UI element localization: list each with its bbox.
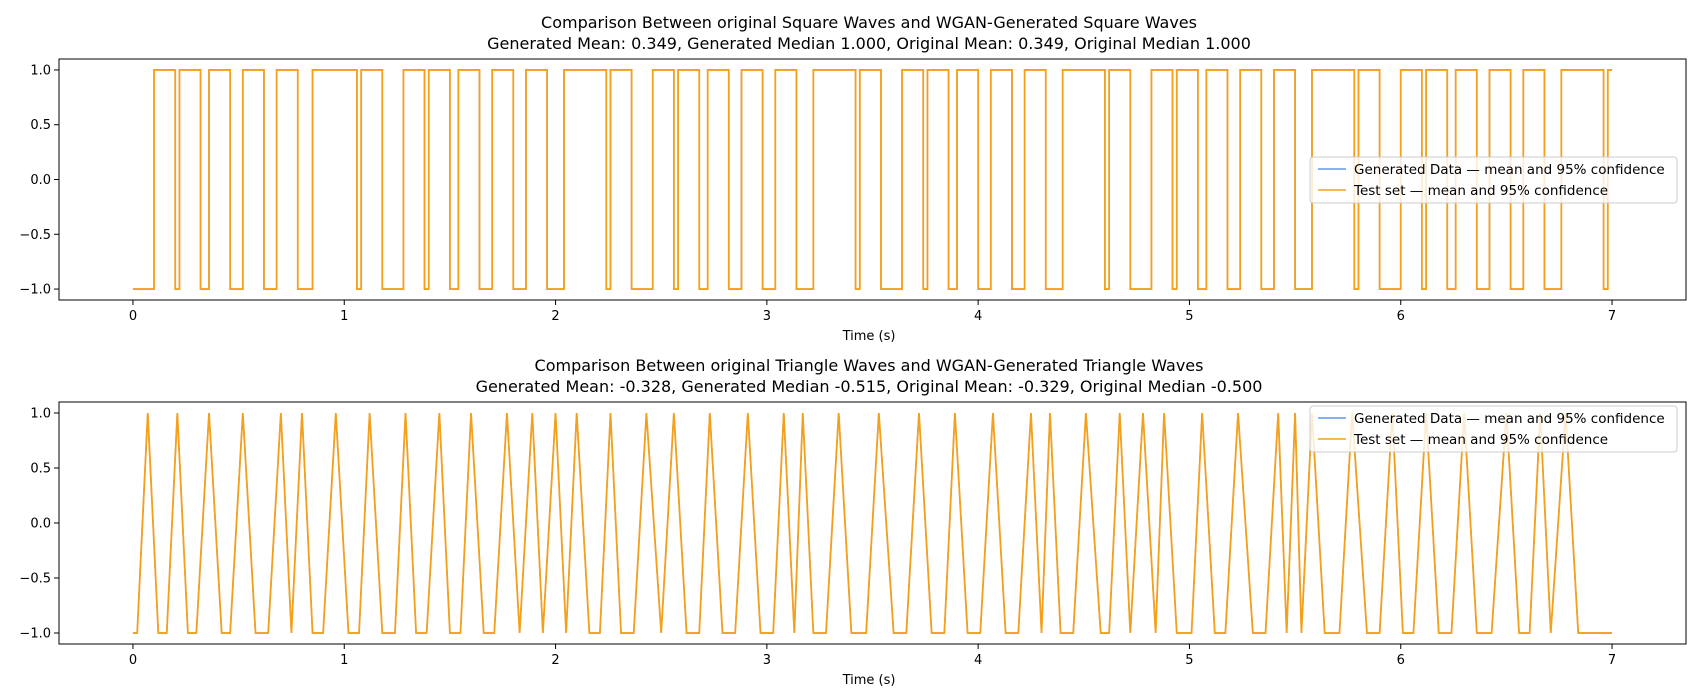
- square-y-tick-label: 0.5: [30, 118, 51, 133]
- triangle-x-tick-label: 4: [974, 653, 982, 668]
- triangle-legend: Generated Data — mean and 95% confidence…: [1309, 405, 1678, 453]
- square-x-tick-label: 6: [1397, 309, 1405, 324]
- square-chart-subtitle: Generated Mean: 0.349, Generated Median …: [487, 34, 1251, 53]
- triangle-legend-box: [1309, 405, 1678, 453]
- square-x-tick-label: 4: [974, 309, 982, 324]
- triangle-chart-title: Comparison Between original Triangle Wav…: [535, 356, 1204, 375]
- triangle-y-tick-label: 0.5: [30, 462, 51, 477]
- triangle-legend-generated-label: Generated Data — mean and 95% confidence: [1354, 411, 1665, 427]
- triangle-y-tick-label: 1.0: [30, 407, 51, 422]
- triangle-series-line-test-set: [132, 412, 1613, 634]
- square-y-tick-label: −1.0: [19, 283, 51, 298]
- triangle-x-axis-label: Time (s): [842, 673, 896, 688]
- triangle-x-tick-label: 6: [1397, 653, 1405, 668]
- triangle-x-tick-label: 0: [129, 653, 137, 668]
- triangle-y-tick-label: 0.0: [30, 517, 51, 532]
- square-legend-box: [1309, 156, 1678, 204]
- square-y-tick-label: 0.0: [30, 173, 51, 188]
- triangle-plot-area: 0 1 2 3 4 5 6 7 1.0 0.5 0.0 −0.5 −1.0: [19, 401, 1687, 668]
- triangle-x-tick-label: 1: [340, 653, 348, 668]
- square-wave-panel: Comparison Between original Square Waves…: [19, 13, 1687, 344]
- square-x-tick-label: 0: [129, 309, 137, 324]
- square-y-tick-label: −0.5: [19, 228, 51, 243]
- triangle-y-tick-label: −0.5: [19, 572, 51, 587]
- triangle-x-tick-label: 5: [1185, 653, 1193, 668]
- square-x-axis-label: Time (s): [842, 329, 896, 344]
- square-x-tick-label: 3: [763, 309, 771, 324]
- triangle-y-tick-label: −1.0: [19, 627, 51, 642]
- square-x-tick-label: 2: [551, 309, 559, 324]
- triangle-chart-subtitle: Generated Mean: -0.328, Generated Median…: [476, 377, 1263, 396]
- triangle-x-tick-label: 2: [551, 653, 559, 668]
- square-y-tick-label: 1.0: [30, 63, 51, 78]
- triangle-x-tick-label: 3: [763, 653, 771, 668]
- square-series-line-test-set: [132, 69, 1613, 290]
- triangle-wave-panel: Comparison Between original Triangle Wav…: [19, 356, 1687, 688]
- square-chart-title: Comparison Between original Square Waves…: [541, 13, 1197, 32]
- square-legend: Generated Data — mean and 95% confidence…: [1309, 156, 1678, 204]
- square-x-tick-label: 5: [1185, 309, 1193, 324]
- square-x-tick-label: 1: [340, 309, 348, 324]
- square-legend-test-label: Test set — mean and 95% confidence: [1353, 183, 1608, 199]
- square-x-tick-label: 7: [1608, 309, 1616, 324]
- triangle-x-tick-label: 7: [1608, 653, 1616, 668]
- triangle-legend-test-label: Test set — mean and 95% confidence: [1353, 432, 1608, 448]
- square-plot-area: 0 1 2 3 4 5 6 7 1.0 0.5 0.0 −0.5 −1.0: [19, 58, 1687, 324]
- square-legend-generated-label: Generated Data — mean and 95% confidence: [1354, 162, 1665, 178]
